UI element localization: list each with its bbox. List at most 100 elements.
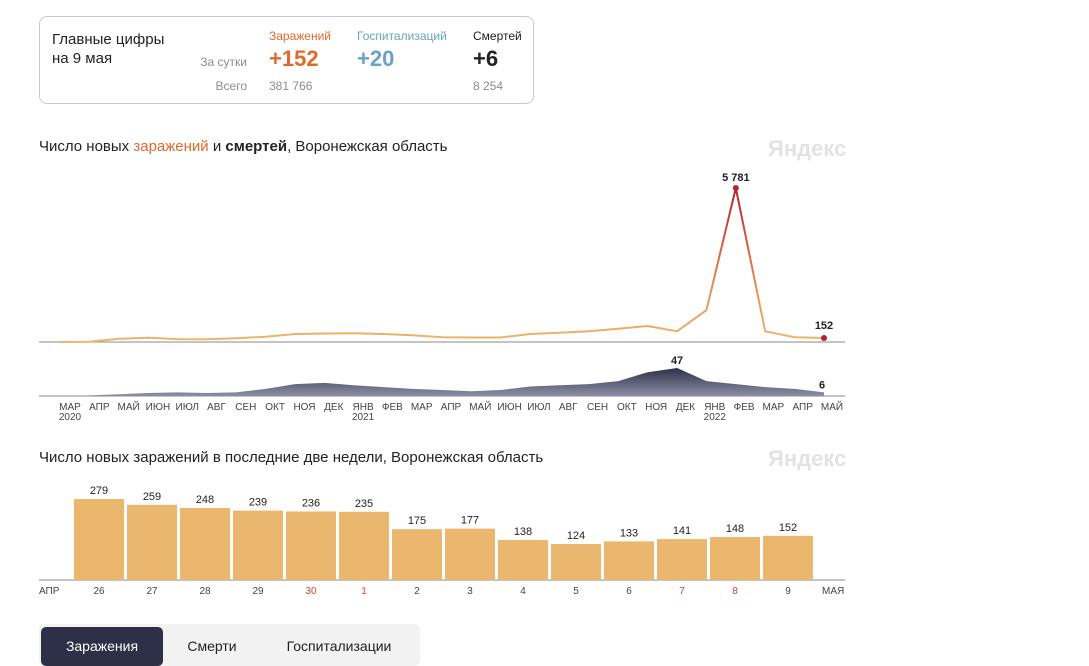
tab-hospitalizations[interactable]: Госпитализации [286, 638, 392, 654]
hospitalizations-label: Госпитализаций [357, 29, 447, 43]
bar[interactable] [74, 499, 124, 580]
month-tick-label: ФЕВ [382, 402, 403, 413]
infections-total-value: 381 766 [269, 79, 313, 93]
deaths-series-area [60, 368, 824, 396]
axis-month-left: АПР [39, 586, 60, 597]
bar[interactable] [339, 511, 389, 580]
cases-series-line [59, 187, 825, 343]
day-tick-label: 7 [679, 586, 685, 597]
summary-title-line1: Главные цифры [52, 31, 165, 48]
label-total: Всего [215, 79, 247, 93]
day-tick-label: 28 [199, 586, 211, 597]
day-tick-label: 8 [732, 586, 738, 597]
bar[interactable] [710, 537, 760, 580]
bar-value-label: 152 [779, 522, 797, 534]
year-tick-label: 2021 [352, 412, 375, 423]
infections-day-value: +152 [269, 46, 319, 71]
summary-title-date: на 9 мая [52, 50, 113, 67]
metric-tabs: Заражения Смерти Госпитализации [39, 624, 420, 666]
bar-value-label: 124 [567, 530, 585, 542]
day-tick-label: 29 [252, 586, 264, 597]
day-tick-label: 4 [520, 586, 526, 597]
month-tick-label: МАЙ [821, 400, 843, 413]
month-tick-label: МАЙ [469, 400, 491, 413]
bar[interactable] [392, 529, 442, 580]
month-tick-label: СЕН [235, 402, 256, 413]
day-tick-label: 27 [146, 586, 158, 597]
deaths-total-value: 8 254 [473, 79, 504, 93]
chart1-title-and: и [208, 138, 226, 155]
month-tick-label: АВГ [207, 402, 226, 413]
month-tick-label: ОКТ [265, 402, 285, 413]
day-tick-label: 6 [626, 586, 632, 597]
chart1-title-region: , Воронежская область [287, 138, 448, 155]
chart2-title: Число новых заражений в последние две не… [39, 449, 544, 466]
bar[interactable] [763, 535, 813, 580]
tab-infections[interactable]: Заражения [41, 627, 163, 666]
month-tick-label: СЕН [587, 402, 608, 413]
month-tick-label: ИЮЛ [176, 402, 199, 413]
year-tick-label: 2020 [59, 412, 82, 423]
bar-value-label: 239 [249, 497, 267, 509]
year-tick-label: 2022 [704, 412, 727, 423]
month-axis: МАР АПР МАЙ ИЮН ИЮЛ АВГ СЕН ОКТ НОЯ ДЕК ЯНВ ФЕВ МАР А… [59, 400, 843, 423]
cases-last-label: 152 [815, 320, 833, 332]
cases-last-point [821, 334, 827, 341]
bar-value-label: 175 [408, 515, 426, 527]
infections-label: Заражений [269, 29, 332, 43]
month-tick-label: ДЕК [324, 402, 343, 413]
bar[interactable] [551, 544, 601, 580]
month-tick-label: АВГ [559, 402, 578, 413]
month-tick-label: ЯНВ [353, 402, 374, 413]
month-tick-label: МАЙ [118, 400, 140, 413]
month-tick-label: НОЯ [293, 402, 315, 413]
day-tick-label: 9 [785, 586, 791, 597]
deaths-last-label: 6 [819, 379, 825, 391]
bar-value-label: 133 [620, 527, 638, 539]
axis-month-right: МАЯ [822, 586, 844, 597]
bar-value-label: 259 [143, 491, 161, 503]
month-tick-label: МАР [59, 402, 81, 413]
cases-peak-label: 5 781 [722, 172, 750, 184]
month-tick-label: ФЕВ [734, 402, 755, 413]
bar-value-label: 248 [196, 494, 214, 506]
bar[interactable] [657, 539, 707, 580]
bar-value-label: 177 [461, 515, 479, 527]
label-per-day: За сутки [200, 55, 247, 69]
month-tick-label: МАР [763, 402, 785, 413]
deaths-day-value: +6 [473, 46, 499, 71]
month-tick-label: АПР [89, 402, 110, 413]
chart1-title-deaths: смертей [225, 138, 288, 155]
tab-deaths[interactable]: Смерти [187, 638, 237, 654]
day-tick-label: 30 [305, 586, 317, 597]
bar[interactable] [604, 541, 654, 580]
bar[interactable] [445, 528, 495, 580]
bar[interactable] [233, 510, 283, 580]
bar-value-label: 235 [355, 498, 373, 510]
bar[interactable] [498, 539, 548, 580]
chart1-title: Число новых заражений и смертей, Воронеж… [39, 138, 448, 155]
month-tick-label: МАР [411, 402, 433, 413]
summary-card: Главные цифры на 9 мая За сутки Всего За… [39, 16, 534, 104]
bar[interactable] [127, 504, 177, 580]
bars-group: 279 26 259 27 248 28 239 29 236 30 235 1 175 2 177 3 138… [74, 485, 813, 597]
day-tick-label: 26 [93, 586, 105, 597]
day-tick-label: 2 [414, 586, 420, 597]
day-tick-label: 3 [467, 586, 473, 597]
cases-deaths-chart: 5 781 152 47 6 МАР АПР МАЙ ИЮН ИЮЛ АВГ СЕН ОКТ Н… [39, 172, 845, 423]
yandex-logo-2: Яндекс [768, 446, 847, 471]
bar[interactable] [286, 511, 336, 580]
chart1-title-infections: заражений [133, 138, 209, 155]
bar-value-label: 279 [90, 485, 108, 497]
deaths-label: Смертей [473, 29, 522, 43]
bar-value-label: 141 [673, 525, 691, 537]
month-tick-label: ИЮЛ [527, 402, 550, 413]
summary-title: Главные цифры на 9 мая [52, 30, 164, 68]
day-tick-label: 1 [361, 586, 367, 597]
month-tick-label: ИЮН [146, 402, 171, 413]
month-tick-label: ДЕК [676, 402, 695, 413]
month-tick-label: ЯНВ [704, 402, 725, 413]
cases-peak-point [732, 185, 739, 191]
bar-value-label: 236 [302, 497, 320, 509]
bar[interactable] [180, 508, 230, 580]
